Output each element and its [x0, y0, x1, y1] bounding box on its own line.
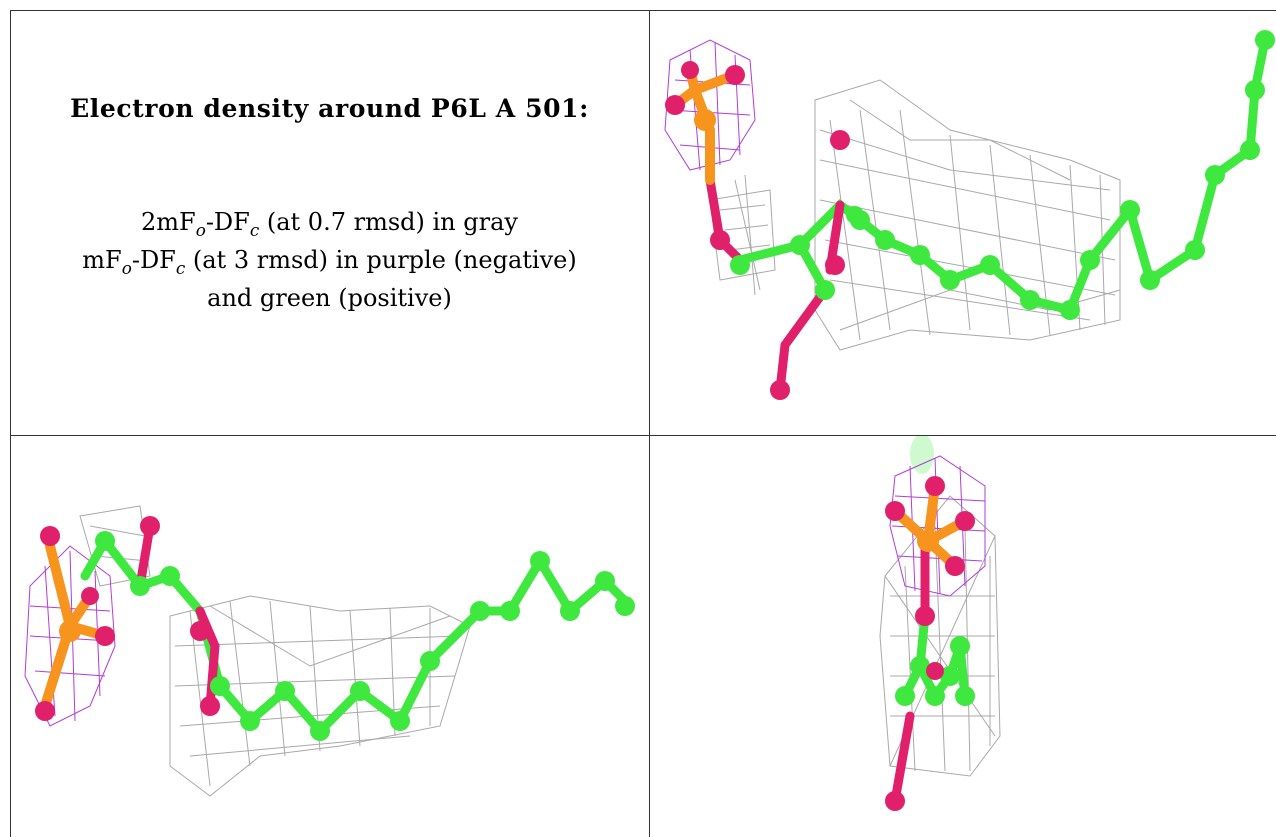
caption-cell: Electron density around P6L A 501: 2mFo-… [10, 10, 649, 434]
ligand-model [885, 476, 975, 811]
table-border-center [649, 10, 650, 837]
caption-line-fo-fc: mFo-DFc (at 3 rmsd) in purple (negative) [82, 246, 577, 278]
ligand-model [665, 30, 1275, 400]
caption-title: Electron density around P6L A 501: [70, 94, 589, 123]
green-positive-blob [910, 436, 934, 474]
density-view-bottom-right [650, 436, 1276, 837]
table-border-middle [10, 435, 1276, 436]
ligand-model [35, 516, 635, 741]
gray-density-mesh [709, 79, 1121, 351]
caption-line-positive: and green (positive) [207, 284, 452, 312]
caption-line-2fo-fc: 2mFo-DFc (at 0.7 rmsd) in gray [141, 208, 518, 240]
density-view-bottom-left [10, 436, 649, 837]
table-border-left [10, 10, 11, 837]
table-border-top [10, 10, 1276, 11]
density-view-top-right [650, 10, 1276, 434]
gray-density-mesh [79, 505, 471, 797]
